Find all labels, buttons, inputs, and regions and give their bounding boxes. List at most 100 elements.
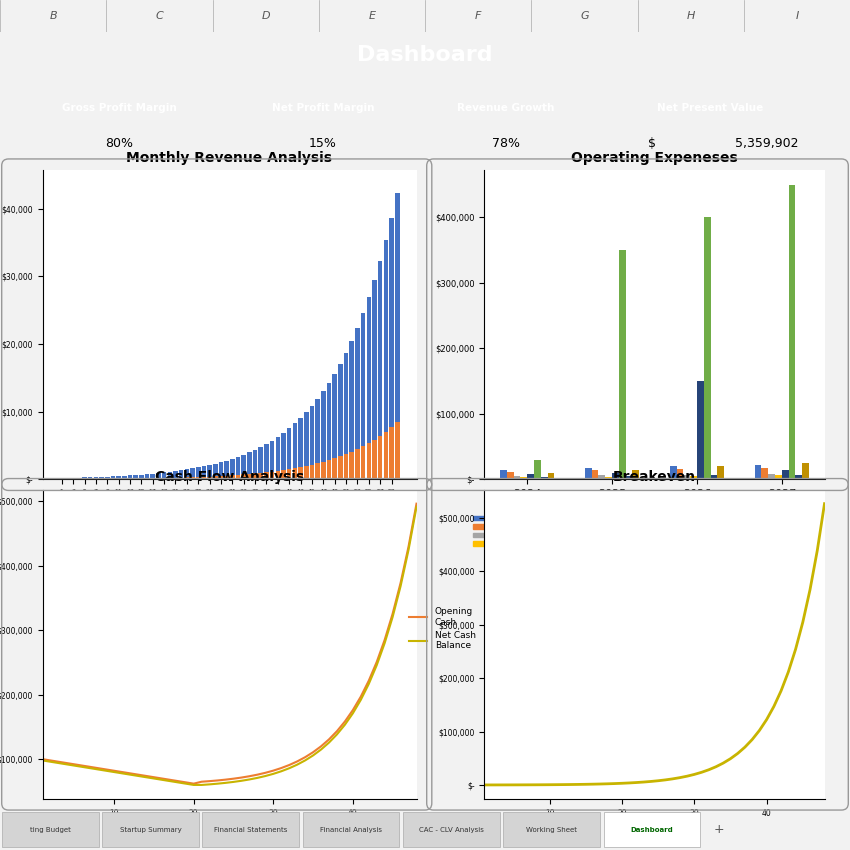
Bar	[292, 468, 298, 479]
Bar	[527, 474, 534, 479]
Bar	[547, 473, 554, 479]
Bar	[184, 478, 190, 479]
Text: Working Sheet: Working Sheet	[526, 826, 577, 833]
Bar	[343, 454, 348, 479]
Bar	[213, 464, 218, 479]
Bar	[303, 813, 399, 847]
Bar	[144, 474, 150, 479]
Bar	[275, 437, 281, 479]
Bar	[122, 476, 127, 479]
Bar	[309, 465, 314, 479]
Bar	[202, 813, 299, 847]
Bar	[184, 469, 190, 479]
Bar	[626, 476, 632, 479]
Bar	[355, 327, 360, 479]
Bar	[178, 470, 184, 479]
Bar	[690, 476, 697, 479]
Bar	[309, 406, 314, 479]
Bar	[612, 473, 619, 479]
Text: 5,359,902: 5,359,902	[735, 138, 799, 150]
Bar	[366, 298, 371, 479]
Bar	[683, 475, 690, 479]
Bar	[207, 477, 212, 479]
Bar	[670, 467, 677, 479]
Bar	[201, 477, 207, 479]
Text: Financial Analysis: Financial Analysis	[320, 826, 382, 833]
Bar	[287, 469, 292, 479]
Text: C: C	[156, 11, 163, 21]
Text: Net Profit Margin: Net Profit Margin	[272, 103, 374, 113]
Bar	[258, 473, 263, 479]
Bar	[796, 475, 802, 479]
Text: 80%: 80%	[105, 138, 133, 150]
Bar	[389, 218, 394, 479]
Bar	[133, 475, 138, 479]
Bar	[269, 440, 275, 479]
Text: Startup Summary: Startup Summary	[120, 826, 181, 833]
Bar	[162, 473, 167, 479]
Bar	[598, 475, 605, 479]
Text: CAC - CLV Analysis: CAC - CLV Analysis	[419, 826, 484, 833]
Bar	[500, 469, 507, 479]
Bar	[230, 475, 235, 479]
Bar	[167, 478, 172, 479]
Text: Net Present Value: Net Present Value	[656, 103, 763, 113]
Bar	[315, 399, 320, 479]
Bar	[711, 475, 717, 479]
Text: $: $	[649, 138, 656, 150]
Text: Gross Profit Margin: Gross Profit Margin	[61, 103, 177, 113]
Bar	[173, 478, 178, 479]
Bar	[338, 456, 343, 479]
Bar	[389, 427, 394, 479]
Bar	[592, 470, 598, 479]
Text: Financial Statements: Financial Statements	[214, 826, 287, 833]
Bar	[321, 462, 326, 479]
Bar	[366, 443, 371, 479]
Bar	[88, 477, 93, 479]
Text: 78%: 78%	[492, 138, 519, 150]
Bar	[383, 432, 388, 479]
Bar	[298, 418, 303, 479]
Text: +: +	[714, 823, 724, 836]
Text: F: F	[475, 11, 481, 21]
Bar	[99, 477, 104, 479]
Bar	[292, 423, 298, 479]
Bar	[224, 476, 229, 479]
Title: Breakeven: Breakeven	[613, 470, 696, 484]
Text: Revenue Growth: Revenue Growth	[457, 103, 554, 113]
Bar	[196, 468, 201, 479]
Bar	[403, 813, 500, 847]
Text: 15%: 15%	[309, 138, 337, 150]
Bar	[258, 447, 263, 479]
Bar	[247, 474, 252, 479]
Bar	[102, 813, 199, 847]
Bar	[213, 476, 218, 479]
Bar	[378, 436, 382, 479]
Bar	[755, 465, 762, 479]
Bar	[230, 459, 235, 479]
Bar	[372, 280, 377, 479]
Text: B: B	[49, 11, 57, 21]
Bar	[321, 391, 326, 479]
Bar	[677, 469, 683, 479]
Bar	[287, 428, 292, 479]
Bar	[782, 470, 789, 479]
Bar	[632, 469, 639, 479]
Bar	[697, 381, 704, 479]
Bar	[349, 451, 354, 479]
Bar	[190, 468, 195, 479]
Bar	[372, 439, 377, 479]
Bar	[71, 478, 76, 479]
Bar	[507, 472, 513, 479]
Bar	[361, 446, 366, 479]
Bar	[534, 460, 541, 479]
Bar	[60, 478, 64, 479]
Title: Operating Expeneses: Operating Expeneses	[571, 150, 738, 165]
Bar	[520, 478, 527, 479]
Bar	[768, 474, 775, 479]
Bar	[395, 422, 399, 479]
Bar	[105, 477, 110, 479]
Bar	[167, 472, 172, 479]
Bar	[717, 467, 724, 479]
Text: Dashboard: Dashboard	[631, 826, 673, 833]
